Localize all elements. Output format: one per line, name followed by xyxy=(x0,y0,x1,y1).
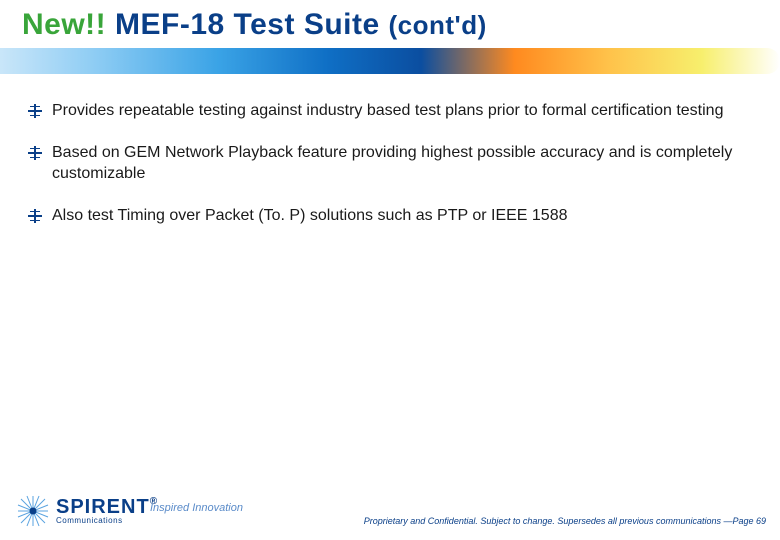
list-item: Provides repeatable testing against indu… xyxy=(28,100,752,122)
slide: New!! MEF-18 Test Suite (cont'd) Provide… xyxy=(0,0,780,540)
bullet-icon xyxy=(28,209,42,223)
title-new-prefix: New!! xyxy=(22,8,115,41)
footer-tagline: Inspired Innovation xyxy=(150,502,243,514)
bullet-list: Provides repeatable testing against indu… xyxy=(28,100,752,246)
bullet-icon xyxy=(28,146,42,160)
bullet-icon xyxy=(28,104,42,118)
list-item: Also test Timing over Packet (To. P) sol… xyxy=(28,205,752,227)
slide-footer: SPIRENT® Communications Inspired Innovat… xyxy=(0,470,780,540)
logo-subtitle: Communications xyxy=(56,517,158,525)
title-contd: (cont'd) xyxy=(389,10,487,40)
list-item: Based on GEM Network Playback feature pr… xyxy=(28,142,752,185)
slide-title: New!! MEF-18 Test Suite (cont'd) xyxy=(22,8,487,42)
bullet-text: Provides repeatable testing against indu… xyxy=(52,100,752,122)
bullet-text: Also test Timing over Packet (To. P) sol… xyxy=(52,205,752,227)
logo-starburst-icon xyxy=(16,494,50,528)
logo-company-name: SPIRENT® xyxy=(56,497,158,517)
spirent-logo: SPIRENT® Communications xyxy=(16,494,158,528)
header-gradient-band xyxy=(0,48,780,74)
logo-text-block: SPIRENT® Communications xyxy=(56,497,158,525)
footer-confidential: Proprietary and Confidential. Subject to… xyxy=(364,516,766,526)
bullet-text: Based on GEM Network Playback feature pr… xyxy=(52,142,752,185)
title-main: MEF-18 Test Suite xyxy=(115,8,389,41)
